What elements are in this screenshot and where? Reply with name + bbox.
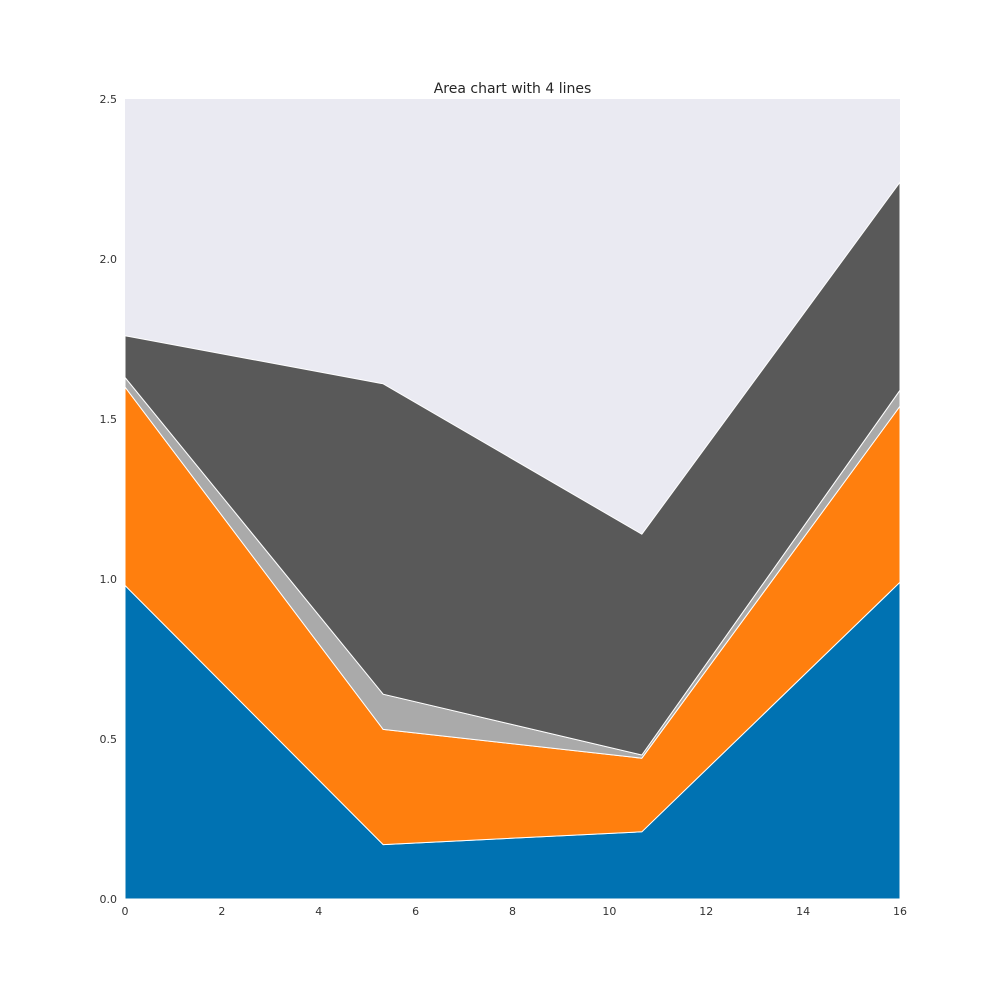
y-tick-label: 2.5 bbox=[100, 93, 118, 106]
y-tick-label: 0.0 bbox=[100, 893, 118, 906]
x-tick-label: 10 bbox=[602, 905, 616, 918]
x-tick-label: 0 bbox=[122, 905, 129, 918]
y-tick-label: 2.0 bbox=[100, 253, 118, 266]
x-tick-label: 6 bbox=[412, 905, 419, 918]
area-series-4 bbox=[124, 181, 901, 756]
x-tick-label: 4 bbox=[315, 905, 322, 918]
area-series-group bbox=[124, 181, 901, 900]
y-tick-label: 0.5 bbox=[100, 733, 118, 746]
x-tick-label: 12 bbox=[699, 905, 713, 918]
x-tick-label: 2 bbox=[218, 905, 225, 918]
y-tick-label: 1.0 bbox=[100, 573, 118, 586]
x-tick-label: 16 bbox=[893, 905, 907, 918]
x-tick-label: 8 bbox=[509, 905, 516, 918]
x-axis-ticks: 0 2 4 6 8 10 12 14 16 bbox=[122, 905, 908, 918]
chart-title: Area chart with 4 lines bbox=[434, 81, 592, 97]
y-tick-label: 1.5 bbox=[100, 413, 118, 426]
x-tick-label: 14 bbox=[796, 905, 810, 918]
y-axis-ticks: 0.0 0.5 1.0 1.5 2.0 2.5 bbox=[100, 93, 118, 906]
